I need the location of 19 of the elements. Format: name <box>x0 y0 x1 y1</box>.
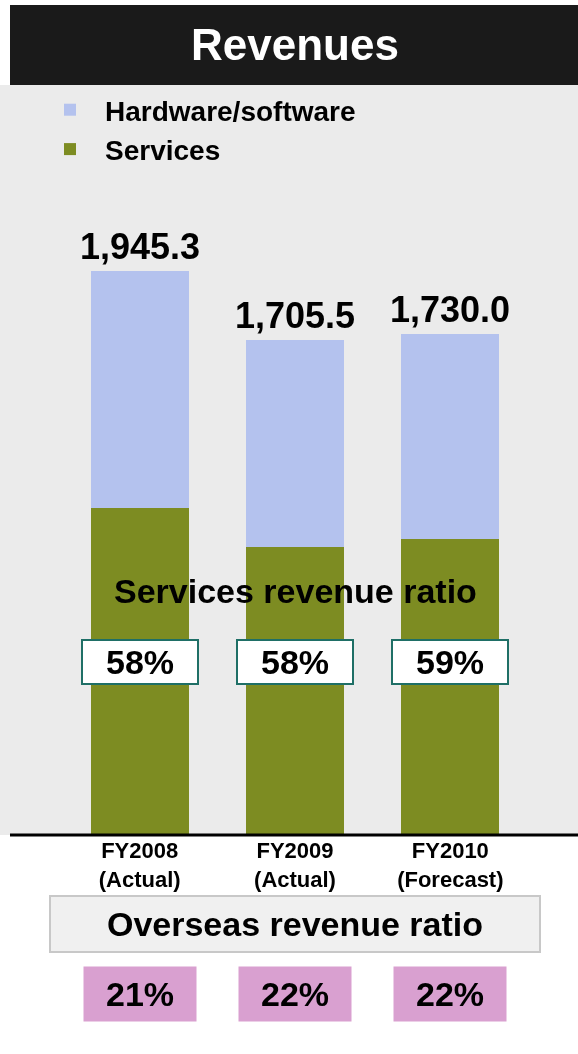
text: 21% <box>105 975 175 1013</box>
text: Overseas revenue ratio <box>106 905 484 943</box>
annotation: 1,945.3 <box>80 226 201 267</box>
legend-label: Hardware/software <box>105 95 356 127</box>
text: 22% <box>415 975 485 1013</box>
x-tick-label: FY2008 (Actual) <box>98 838 181 892</box>
legend-label: Services <box>105 135 221 167</box>
annotation: 1,705.5 <box>235 295 356 336</box>
annotation: 59% <box>415 643 485 681</box>
annotation: 1,730.0 <box>390 289 511 330</box>
bar <box>401 333 500 539</box>
annotation: 58% <box>260 643 330 681</box>
chart-title: Revenues <box>191 20 399 70</box>
x-tick-label: FY2010 (Forecast) <box>397 838 504 892</box>
bar <box>246 340 344 548</box>
text: 22% <box>260 975 330 1013</box>
bar <box>90 271 189 508</box>
x-tick-label: FY2009 (Actual) <box>254 838 336 892</box>
annotation: 58% <box>105 643 175 681</box>
